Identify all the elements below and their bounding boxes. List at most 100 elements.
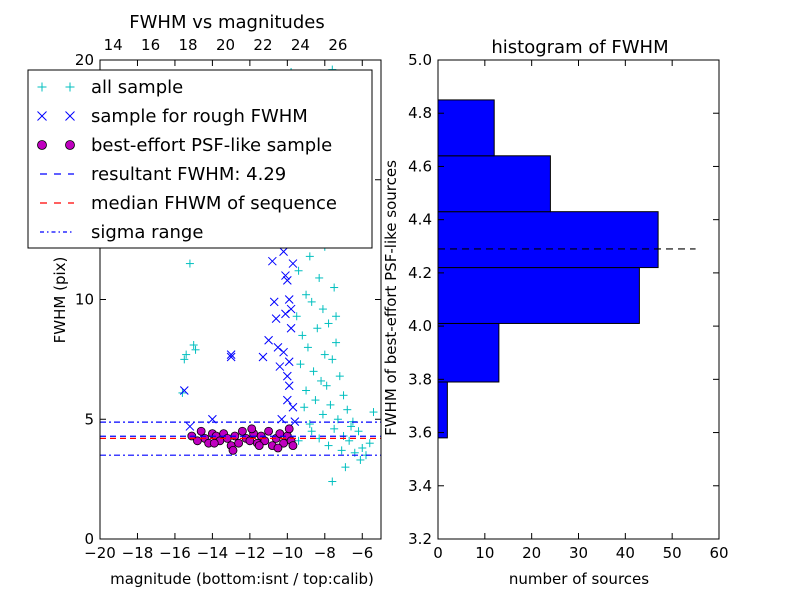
all-sample-point <box>315 273 324 282</box>
legend-marker <box>65 111 75 121</box>
y-tick-label: 3.6 <box>408 424 432 442</box>
all-sample-point <box>302 290 311 299</box>
psf-sample-point <box>264 426 274 436</box>
rough-fwhm-point <box>269 297 279 307</box>
right-title: histogram of FWHM <box>491 37 668 58</box>
all-sample-point <box>305 420 314 429</box>
rough-fwhm-point <box>281 271 290 280</box>
x-tick-label: −12 <box>234 544 266 562</box>
histogram-bars <box>437 99 659 439</box>
all-sample-point <box>296 360 305 369</box>
all-sample-point <box>189 341 198 350</box>
rough-fwhm-point-b <box>279 247 288 256</box>
legend-label: resultant FWHM: 4.29 <box>91 164 286 185</box>
top-x-tick-label: 24 <box>291 36 310 54</box>
top-x-tick-label: 18 <box>178 36 197 54</box>
y-tick-label: 3.8 <box>408 370 432 388</box>
legend-marker <box>37 140 47 150</box>
rough-fwhm-point <box>267 256 277 266</box>
rough-fwhm-point <box>286 304 296 314</box>
all-sample-point <box>326 400 335 409</box>
top-x-tick-label: 14 <box>104 36 123 54</box>
left-x-ticks: −20 −18 −16 −14 −12 −10 −8 −6 <box>84 60 373 562</box>
rough-fwhm-point-b <box>282 275 292 285</box>
rough-fwhm-point <box>279 347 288 357</box>
y-tick-label: 3.4 <box>408 477 432 495</box>
histogram-bar <box>437 381 448 439</box>
x-tick-label: −6 <box>351 544 373 562</box>
right-x-ticks: 0 10 20 30 40 50 60 <box>433 60 729 562</box>
all-sample-point <box>307 427 316 436</box>
y-tick-label: 20 <box>75 51 94 69</box>
legend-marker <box>37 82 47 92</box>
all-sample-point <box>324 441 333 450</box>
y-tick-label: 0 <box>84 530 94 548</box>
right-y-ticks: 3.2 3.4 3.6 3.8 4.0 4.2 4.4 4.6 4.8 5.0 <box>408 51 719 548</box>
psf-sample-point <box>237 426 247 436</box>
all-sample-point <box>339 391 348 400</box>
left-title: FWHM vs magnitudes <box>129 12 324 33</box>
all-sample-point <box>305 252 314 261</box>
right-panel: 0 10 20 30 40 50 60 3.2 3.4 3.6 3.8 4.0 4.2 4.4 4.6 4.… <box>382 37 729 588</box>
all-sample-point <box>328 477 337 486</box>
rough-fwhm-point <box>282 395 292 405</box>
x-tick-label: 20 <box>522 544 541 562</box>
rough-fwhm-point <box>284 381 294 391</box>
rough-fwhm-point-b <box>226 352 236 362</box>
all-sample-point <box>303 343 312 352</box>
rough-fwhm-point <box>273 343 283 352</box>
histogram-bar <box>437 155 551 213</box>
x-tick-label: −14 <box>197 544 229 562</box>
y-tick-label: 10 <box>75 291 94 309</box>
rough-fwhm-point <box>284 295 294 304</box>
all-sample-point <box>320 350 329 359</box>
rough-fwhm-point-b <box>208 414 217 424</box>
y-tick-label: 4.2 <box>408 264 432 282</box>
rough-fwhm-point <box>282 275 292 285</box>
psf-sample-point <box>234 438 244 448</box>
rough-fwhm-point-b <box>286 323 296 333</box>
legend-entry: sigma range <box>40 222 203 243</box>
histogram-bar <box>437 267 640 324</box>
top-x-tick-label: 26 <box>328 36 347 54</box>
all-sample-point <box>322 381 331 390</box>
y-tick-label: 4.8 <box>408 104 432 122</box>
all-sample-point <box>356 455 365 464</box>
all-sample-point <box>332 338 341 347</box>
all-sample-point <box>328 355 337 364</box>
rough-fwhm-point-b <box>277 414 287 424</box>
rough-fwhm-point-b <box>288 259 298 268</box>
legend: all sample sample for rough FWHM best-effo… <box>27 69 373 249</box>
all-sample-point <box>309 367 318 376</box>
rough-fwhm-point <box>279 247 288 256</box>
all-sample-point <box>191 345 200 354</box>
all-sample-point <box>318 305 327 314</box>
psf-sample-point <box>196 426 206 436</box>
all-sample-point <box>313 324 322 333</box>
legend-label: median FHWM of sequence <box>91 193 337 214</box>
x-tick-label: 30 <box>569 544 588 562</box>
x-tick-label: −8 <box>314 544 336 562</box>
rough-fwhm-point-b <box>258 352 268 362</box>
legend-entry: sample for rough FWHM <box>37 106 308 127</box>
legend-entry: resultant FWHM: 4.29 <box>40 164 286 185</box>
rough-fwhm-point <box>179 386 189 395</box>
rough-fwhm-point <box>288 259 298 268</box>
y-tick-label: 3.2 <box>408 530 432 548</box>
legend-label: best-effort PSF-like sample <box>91 135 332 156</box>
top-x-tick-label: 20 <box>216 36 235 54</box>
psf-sample-point <box>209 438 219 448</box>
x-tick-label: −20 <box>84 544 116 562</box>
all-sample-point <box>365 439 374 448</box>
all-sample-point <box>182 350 191 359</box>
rough-fwhm-point-b <box>281 309 290 319</box>
all-sample-point <box>317 376 326 385</box>
legend-box <box>27 69 373 249</box>
y-tick-label: 4.0 <box>408 317 432 335</box>
histogram-bar <box>437 99 495 157</box>
psf-sample-point <box>228 445 238 455</box>
y-tick-label: 5.0 <box>408 51 432 69</box>
right-y-axis-label: FWHM of best-effort PSF-like sources <box>382 160 400 436</box>
all-sample-point <box>345 436 354 445</box>
